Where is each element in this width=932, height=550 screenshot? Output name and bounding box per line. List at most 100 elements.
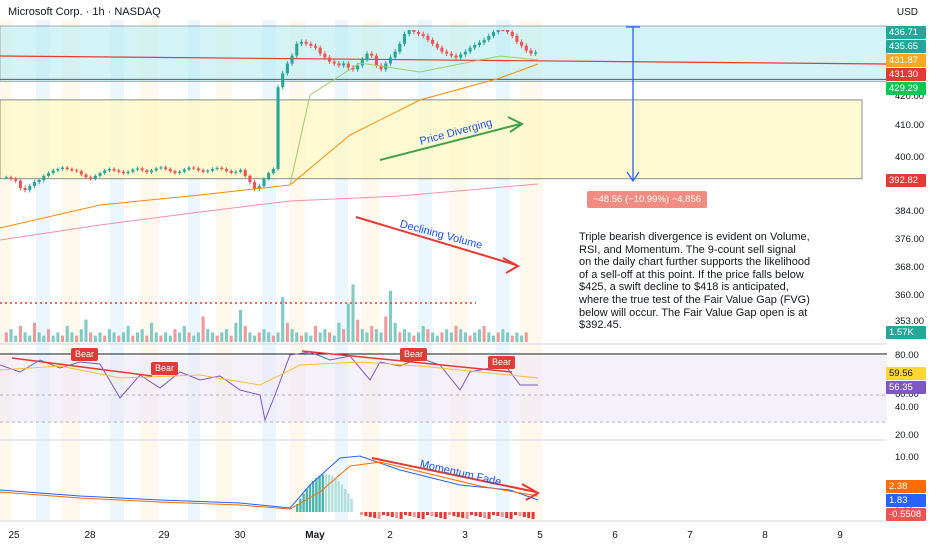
candle-body [253,182,257,189]
candle-body [9,177,13,179]
volume-bar [178,332,182,342]
date-tick-label: 9 [837,530,843,541]
volume-bar [56,332,60,342]
candle-body [168,169,172,172]
candle-body [248,175,252,182]
rsi-signal-line [0,361,539,386]
momentum-bar [331,475,334,512]
volume-bar [145,335,149,342]
price-tick-label: 410.00 [895,120,925,131]
date-tick-label: 8 [762,530,768,541]
candle-body [435,43,439,48]
candle-body [520,41,524,46]
momentum-bar [340,484,344,512]
volume-bar [285,322,289,342]
candle-body [510,31,514,36]
candle-body [393,51,397,58]
volume-bar [42,335,46,342]
rsi-bear-signal: Bear [400,348,428,361]
candle-body [295,43,299,56]
momentum-bar [399,512,403,519]
momentum-trend-arrowhead [521,483,541,501]
volume-bar [356,319,360,342]
volume-bar [70,332,74,342]
candle-body [332,61,336,64]
candle-body [131,169,135,172]
candle-body [154,168,158,171]
momentum-bar [448,512,451,515]
candle-body [164,167,168,169]
momentum-bar [500,512,504,517]
volume-bar [215,335,219,342]
price-tick-label: 384.00 [895,206,925,217]
volume-bar [257,332,261,342]
candle-body [145,170,149,173]
candle-body [196,168,200,171]
candle-body [210,169,214,171]
volume-bar [524,332,528,342]
candle-body [271,169,275,174]
date-tick-label: 6 [612,530,618,541]
volume-bar [417,332,421,342]
candle-body [79,171,83,175]
price-trend-arrowhead [507,116,524,133]
momentum-bar [377,512,381,519]
volume-bar [159,335,163,342]
rsi-divergence-line [11,357,153,377]
volume-bar [239,310,243,342]
volume-bar [65,326,69,342]
date-tick-label: 30 [234,530,246,541]
volume-bar [262,329,266,342]
momentum-bar [430,512,434,516]
momentum-bar [505,512,509,518]
session-band [188,20,200,520]
candle-body [187,167,191,170]
momentum-bar [386,512,390,516]
volume-bar [271,335,275,342]
candle-body [89,177,93,179]
volume-bar [290,329,294,342]
volume-bar [510,335,514,342]
volume-bar [32,322,36,342]
candle-body [126,171,130,174]
ma-short [289,55,539,186]
candle-body [46,173,51,176]
momentum-bar [296,504,299,512]
candle-body [173,171,177,174]
volume-bar [295,332,299,342]
volume-bar [51,335,55,342]
candle-body [140,168,144,171]
momentum-bar [456,512,460,517]
price-tag: 431.30 [886,68,926,81]
candle-body [534,52,538,54]
momentum-bar [461,512,465,518]
candle-body [262,178,266,186]
candle-body [445,51,449,54]
volume-bar [107,329,111,342]
volume-bar [135,332,140,342]
volume-bar [393,322,397,342]
volume-bar [365,332,369,342]
measure-arrowhead [626,171,640,183]
momentum-bar [426,512,429,515]
candle-body [491,31,496,36]
volume-bar [4,332,8,342]
candle-body [121,171,125,174]
momentum-bar [518,512,522,516]
momentum-bar [474,512,478,516]
rsi-bear-signal: Bear [151,362,179,375]
candle-body [243,170,247,176]
price-tick-label: 420.00 [895,91,925,102]
candle-body [84,174,88,178]
volume-bar [515,332,519,342]
momentum-tag: -0.5508 [886,508,926,521]
volume-bar [337,322,341,342]
volume-bar [304,332,308,342]
candle-body [365,53,369,60]
candle-body [65,167,69,169]
volume-bar [98,332,102,342]
symbol-title: Microsoft Corp. · 1h · NASDAQ [8,6,161,18]
candle-body [28,186,32,190]
candle-body [201,170,205,172]
